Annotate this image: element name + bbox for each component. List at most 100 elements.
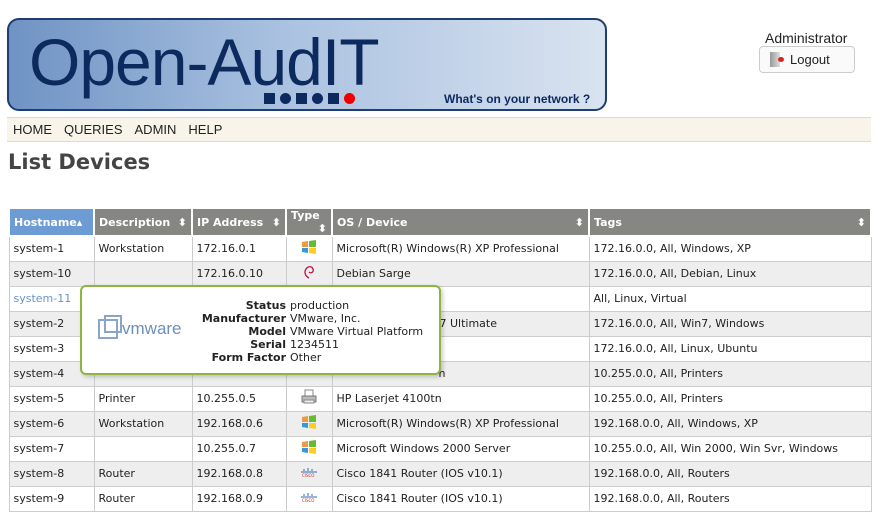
windows-icon: [301, 239, 317, 258]
description-cell: [93, 260, 193, 287]
type-cell: CISCO: [285, 485, 333, 512]
tags-cell: 172.16.0.0, All, Win7, Windows: [588, 310, 872, 337]
column-header-description[interactable]: Description ⬍: [93, 207, 193, 237]
main-nav: HOME QUERIES ADMIN HELP: [7, 117, 871, 142]
column-header-hostname[interactable]: Hostname▴: [8, 207, 95, 237]
logout-icon: [770, 52, 784, 67]
type-cell: [285, 385, 333, 412]
table-row[interactable]: system-7 10.255.0.7 Microsoft Windows 2000…: [8, 435, 872, 462]
page-title: List Devices: [8, 150, 151, 174]
tags-cell: 10.255.0.0, All, Printers: [588, 385, 872, 412]
current-user: Administrator: [765, 30, 848, 46]
tooltip-value: Other: [290, 351, 322, 364]
sort-icon[interactable]: ⬍: [317, 222, 327, 235]
hostname-cell: system-7: [8, 435, 95, 462]
sort-icon[interactable]: ⬍: [574, 215, 584, 229]
hostname-cell: system-1: [8, 235, 95, 262]
table-row[interactable]: system-1 Workstation 172.16.0.1 Microsoft(R…: [8, 235, 872, 262]
os-cell: Debian Sarge: [331, 260, 590, 287]
tooltip-value: VMware Virtual Platform: [290, 325, 424, 338]
column-header-ip-address[interactable]: IP Address ⬍: [191, 207, 287, 237]
type-cell: [285, 410, 333, 437]
hostname-link[interactable]: system-4: [13, 367, 65, 380]
cisco-icon: CISCO: [301, 492, 317, 505]
logo: Open-AudIT: [29, 25, 380, 99]
cisco-icon: CISCO: [301, 467, 317, 480]
description-cell: Workstation: [93, 410, 193, 437]
tags-cell: 10.255.0.0, All, Win 2000, Win Svr, Wind…: [588, 435, 872, 462]
table-row[interactable]: system-8 Router 192.168.0.8 CISCO Cisco 1841…: [8, 460, 872, 487]
tagline: What's on your network ?: [444, 92, 591, 106]
tooltip-label: Model: [248, 325, 286, 338]
tooltip-value: production: [290, 299, 350, 312]
os-cell: Microsoft(R) Windows(R) XP Professional: [331, 235, 590, 262]
hostname-link[interactable]: system-3: [13, 342, 65, 355]
open-audit-banner: Open-AudIT What's on your network ?: [7, 18, 607, 111]
hostname-cell: system-8: [8, 460, 95, 487]
tooltip-value: 1234511: [290, 338, 339, 351]
column-header-tags[interactable]: Tags ⬍: [588, 207, 872, 237]
description-cell: Router: [93, 460, 193, 487]
hostname-link[interactable]: system-10: [13, 267, 72, 280]
description-cell: Workstation: [93, 235, 193, 262]
tooltip-label: Form Factor: [211, 351, 286, 364]
sort-icon[interactable]: ⬍: [177, 215, 187, 229]
column-header-os-device[interactable]: OS / Device ⬍: [331, 207, 590, 237]
description-cell: [93, 435, 193, 462]
windows-icon: [301, 414, 317, 433]
tags-cell: 192.168.0.0, All, Routers: [588, 485, 872, 512]
ip-cell: 192.168.0.6: [191, 410, 287, 437]
logout-label: Logout: [790, 52, 830, 67]
description-cell: Printer: [93, 385, 193, 412]
nav-home[interactable]: HOME: [13, 122, 52, 137]
svg-text:CISCO: CISCO: [302, 473, 314, 477]
hostname-cell: system-6: [8, 410, 95, 437]
tags-cell: 192.168.0.0, All, Windows, XP: [588, 410, 872, 437]
hostname-link[interactable]: system-9: [13, 492, 65, 505]
hostname-link[interactable]: system-5: [13, 392, 65, 405]
tags-cell: 172.16.0.0, All, Debian, Linux: [588, 260, 872, 287]
table-row[interactable]: system-5 Printer 10.255.0.5 HP Laserjet 410…: [8, 385, 872, 412]
column-header-type[interactable]: Type ⬍: [285, 207, 333, 237]
hostname-link[interactable]: system-2: [13, 317, 65, 330]
hostname-link[interactable]: system-6: [13, 417, 65, 430]
tooltip-label: Manufacturer: [201, 312, 286, 325]
os-cell: HP Laserjet 4100tn: [331, 385, 590, 412]
tags-cell: 10.255.0.0, All, Printers: [588, 360, 872, 387]
windows-icon: [301, 439, 317, 458]
table-row[interactable]: system-10 172.16.0.10 Debian Sarge 172.16.0…: [8, 260, 872, 287]
hostname-cell: system-5: [8, 385, 95, 412]
hostname-link[interactable]: system-11: [13, 292, 72, 305]
device-tooltip: vmware Status production Manufacturer VMwar…: [80, 285, 441, 375]
nav-help[interactable]: HELP: [188, 122, 223, 137]
os-cell: Cisco 1841 Router (IOS v10.1): [331, 485, 590, 512]
vmware-logo: vmware: [98, 315, 182, 339]
svg-text:CISCO: CISCO: [302, 498, 314, 502]
tags-cell: All, Linux, Virtual: [588, 285, 872, 312]
hostname-link[interactable]: system-8: [13, 467, 65, 480]
logo-dots: [264, 93, 355, 104]
printer-icon: [301, 389, 317, 408]
hostname-cell: system-10: [8, 260, 95, 287]
debian-icon: [303, 264, 315, 283]
hostname-link[interactable]: system-1: [13, 242, 65, 256]
hostname-cell: system-9: [8, 485, 95, 512]
tags-cell: 172.16.0.0, All, Linux, Ubuntu: [588, 335, 872, 362]
nav-admin[interactable]: ADMIN: [134, 122, 177, 137]
table-row[interactable]: system-9 Router 192.168.0.9 CISCO Cisco 1841…: [8, 485, 872, 512]
sort-icon[interactable]: ⬍: [856, 215, 866, 229]
table-row[interactable]: system-6 Workstation 192.168.0.6 Microsoft(…: [8, 410, 872, 437]
os-cell: Cisco 1841 Router (IOS v10.1): [331, 460, 590, 487]
sort-icon[interactable]: ▴: [76, 215, 83, 229]
tags-cell: 172.16.0.0, All, Windows, XP: [588, 235, 872, 262]
nav-queries[interactable]: QUERIES: [64, 122, 123, 137]
logout-button[interactable]: Logout: [759, 46, 855, 73]
hostname-link[interactable]: system-7: [13, 442, 65, 455]
type-cell: [285, 260, 333, 287]
type-cell: [285, 435, 333, 462]
tooltip-value: VMware, Inc.: [290, 312, 361, 325]
tooltip-label: Status: [245, 299, 286, 312]
sort-icon[interactable]: ⬍: [271, 215, 281, 229]
tags-cell: 192.168.0.0, All, Routers: [588, 460, 872, 487]
os-cell: Microsoft Windows 2000 Server: [331, 435, 590, 462]
